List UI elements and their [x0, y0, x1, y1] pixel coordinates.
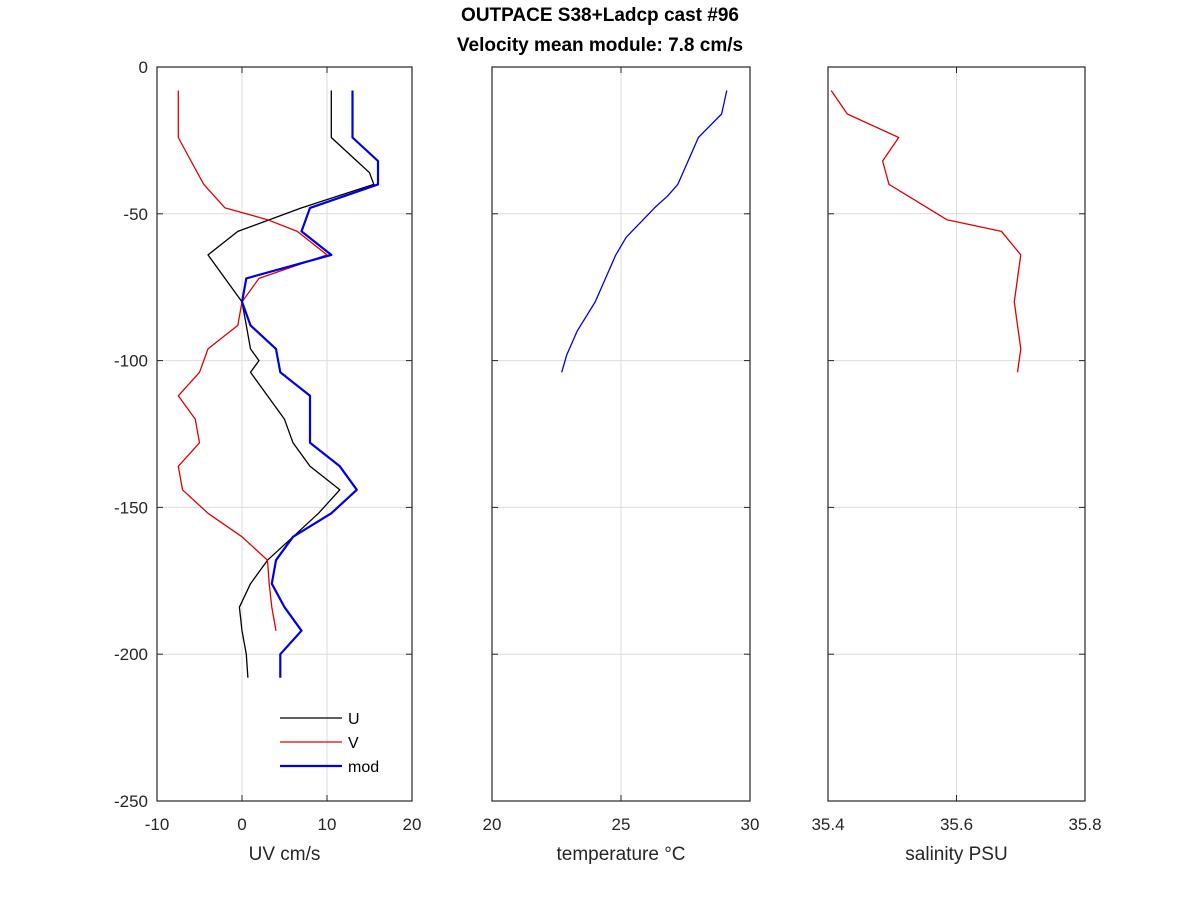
chart-title-line1: OUTPACE S38+Ladcp cast #96 — [461, 5, 739, 26]
legend-label-mod: mod — [348, 759, 379, 776]
x-tick-label: 35.8 — [1068, 815, 1101, 834]
x-tick-label: 35.6 — [940, 815, 973, 834]
legend-label-u: U — [348, 711, 360, 728]
y-tick-label: -50 — [123, 205, 148, 224]
x-tick-label: 20 — [403, 815, 422, 834]
x-tick-label: 10 — [318, 815, 337, 834]
x-tick-label: 20 — [483, 815, 502, 834]
y-tick-label: 0 — [139, 58, 148, 77]
y-tick-label: -100 — [114, 352, 148, 371]
panel-2: 20 25 30 temperature °C — [483, 66, 760, 865]
x-axis-label: UV cm/s — [249, 844, 321, 865]
x-axis-label: temperature °C — [556, 844, 685, 865]
y-tick-label: -250 — [114, 792, 148, 811]
series-line-mod — [240, 90, 380, 678]
y-tick-label: -200 — [114, 645, 148, 664]
panel-3: 35.4 35.6 35.8 salinity PSU — [811, 66, 1102, 865]
x-tick-label: 30 — [741, 815, 760, 834]
x-tick-label: -10 — [145, 815, 170, 834]
x-tick-label: 25 — [612, 815, 631, 834]
series-line-profile-2 — [561, 90, 728, 373]
series-line-u — [207, 90, 375, 678]
x-tick-label: 0 — [237, 815, 246, 834]
series-line-v — [177, 90, 328, 631]
legend-label-v: V — [348, 735, 359, 752]
series-line-profile-3 — [830, 90, 1022, 373]
x-tick-label: 35.4 — [811, 815, 844, 834]
x-axis-label: salinity PSU — [905, 844, 1007, 865]
y-tick-label: -150 — [114, 498, 148, 517]
chart-title-line2: Velocity mean module: 7.8 cm/s — [456, 35, 744, 56]
axes-box — [156, 66, 413, 802]
